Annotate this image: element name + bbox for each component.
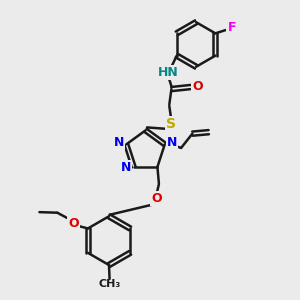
Text: N: N [114,136,124,149]
Text: N: N [167,136,177,149]
Text: CH₃: CH₃ [98,279,121,289]
Text: HN: HN [158,66,179,79]
Text: O: O [192,80,203,94]
Text: F: F [227,22,236,34]
Text: O: O [68,217,79,230]
Text: S: S [167,117,176,131]
Text: N: N [121,161,131,174]
Text: O: O [151,192,162,205]
